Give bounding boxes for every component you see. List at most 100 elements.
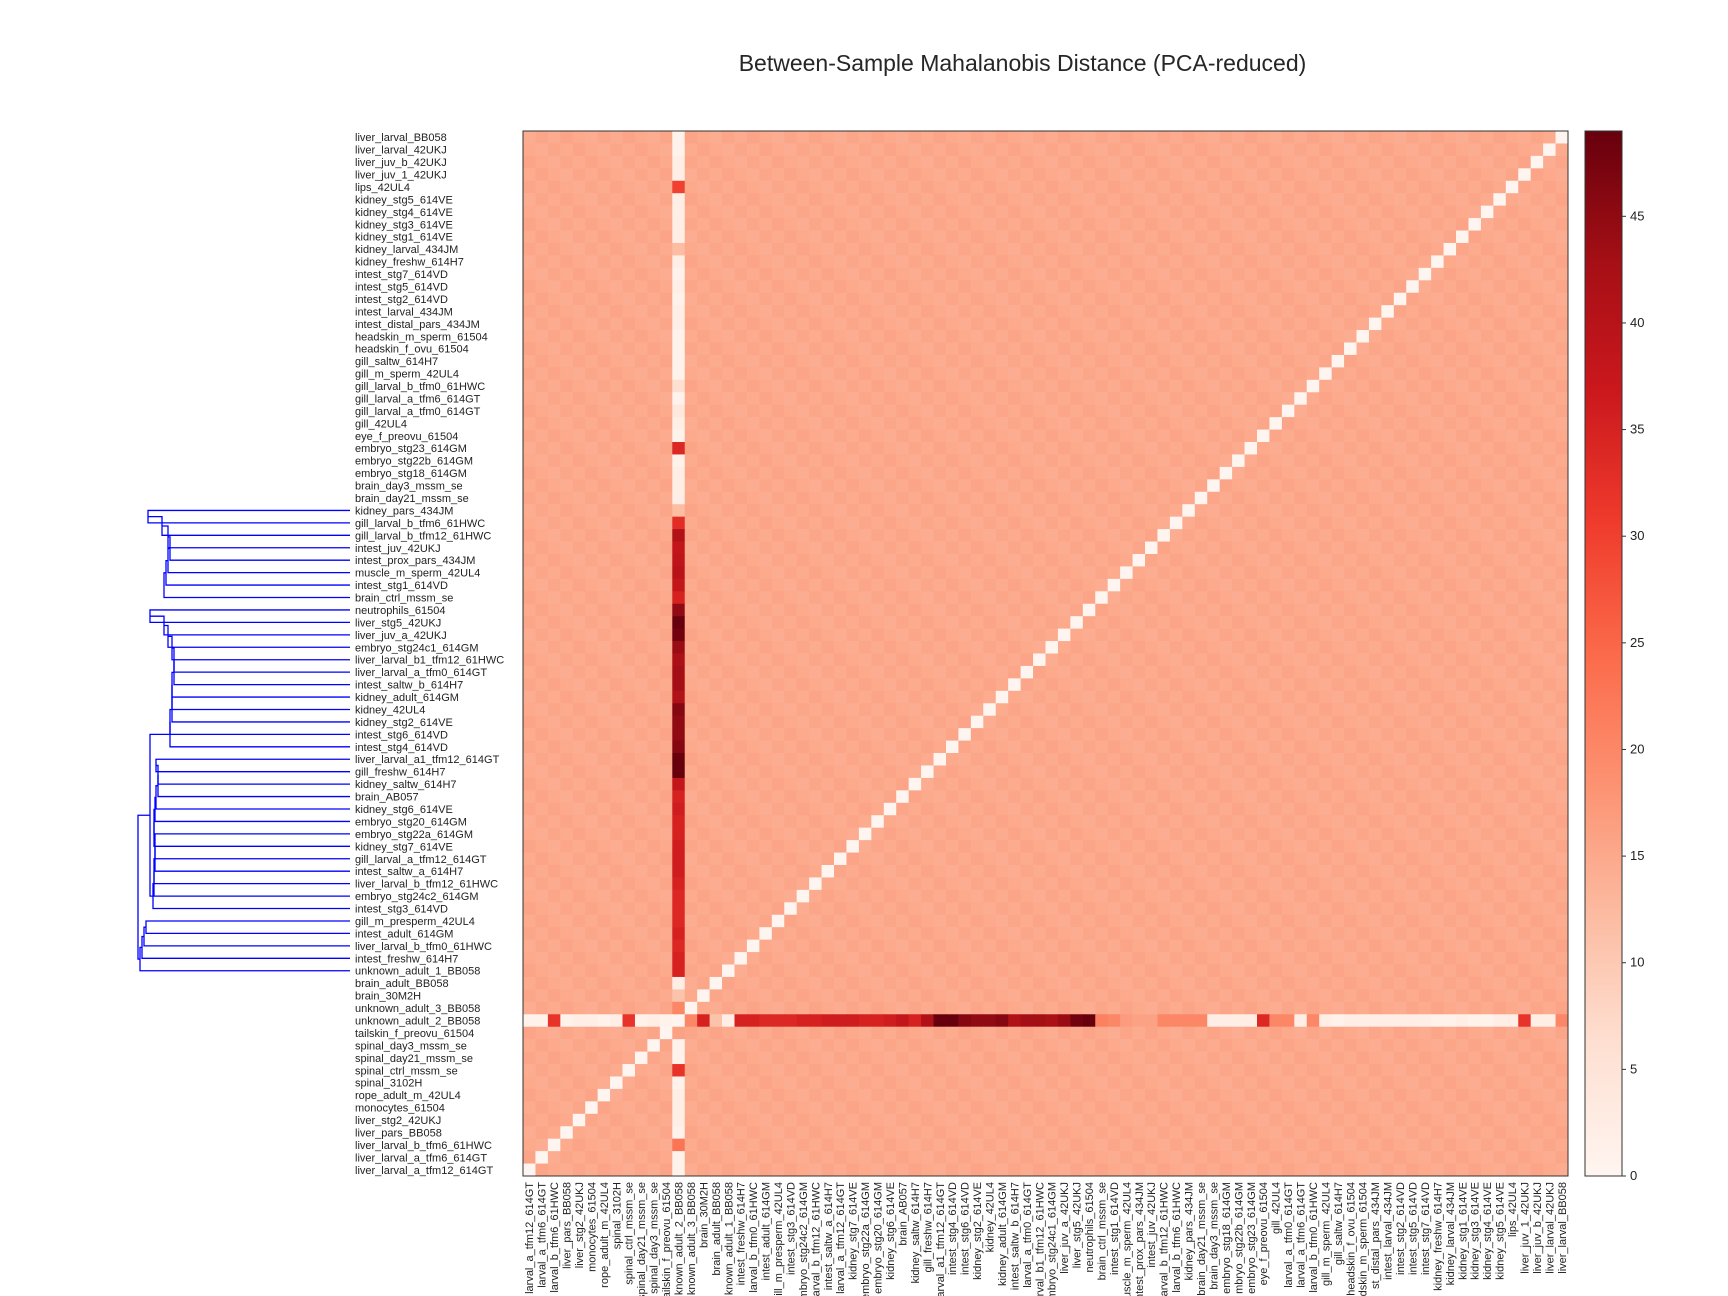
heatmap-cell	[821, 653, 835, 667]
heatmap-cell	[1319, 230, 1333, 244]
heatmap-cell	[834, 417, 847, 431]
heatmap-cell	[846, 765, 860, 779]
heatmap-cell	[1132, 442, 1146, 455]
heatmap-cell	[1194, 852, 1208, 866]
heatmap-cell	[1431, 292, 1445, 306]
heatmap-cell	[1393, 541, 1407, 555]
heatmap-cell	[547, 491, 561, 505]
heatmap-cell	[871, 417, 885, 431]
heatmap-cell	[1344, 242, 1358, 256]
heatmap-cell	[659, 466, 673, 480]
heatmap-cell	[1443, 815, 1457, 829]
heatmap-cell	[883, 616, 897, 630]
heatmap-cell	[1145, 616, 1158, 630]
heatmap-cell	[585, 442, 599, 455]
heatmap-cell	[1070, 417, 1084, 431]
heatmap-cell	[1120, 317, 1134, 331]
heatmap-cell	[834, 230, 847, 244]
heatmap-cell	[821, 815, 835, 829]
heatmap-cell	[1406, 454, 1420, 468]
heatmap-cell	[1219, 193, 1233, 207]
heatmap-cell	[1033, 504, 1046, 518]
heatmap-cell	[1456, 777, 1469, 791]
heatmap-cell	[1082, 578, 1096, 592]
heatmap-cell	[1157, 330, 1171, 343]
heatmap-cell	[809, 715, 823, 729]
heatmap-cell	[535, 205, 549, 219]
heatmap-cell	[1120, 292, 1134, 306]
heatmap-cell	[1281, 715, 1295, 729]
heatmap-cell	[1418, 342, 1432, 356]
heatmap-cell	[771, 442, 785, 455]
heatmap-cell	[958, 653, 972, 667]
heatmap-cell	[846, 317, 860, 331]
heatmap-cell	[1505, 491, 1519, 505]
heatmap-cell	[883, 379, 897, 393]
heatmap-cell	[958, 267, 972, 281]
heatmap-cell	[933, 242, 947, 256]
heatmap-cell	[846, 466, 860, 480]
heatmap-cell	[1555, 578, 1569, 592]
heatmap-cell	[883, 491, 897, 505]
heatmap-cell	[659, 392, 673, 406]
heatmap-cell	[1368, 479, 1382, 493]
heatmap-cell	[1294, 454, 1308, 468]
heatmap-cell	[896, 267, 910, 281]
heatmap-cell	[1182, 442, 1196, 455]
heatmap-cell	[871, 840, 885, 854]
heatmap-cell	[1356, 267, 1370, 281]
heatmap-cell	[1431, 392, 1445, 406]
heatmap-cell	[1219, 180, 1233, 194]
heatmap-cell	[523, 628, 536, 642]
heatmap-cell	[697, 827, 711, 841]
heatmap-cell	[1033, 267, 1046, 281]
heatmap-cell	[995, 815, 1009, 829]
heatmap-cell	[1107, 578, 1121, 592]
heatmap-cell	[597, 155, 611, 169]
heatmap-cell	[1294, 479, 1308, 493]
heatmap-cell	[858, 479, 872, 493]
heatmap-cell	[1431, 728, 1445, 742]
heatmap-cell	[684, 765, 698, 779]
heatmap-cell	[846, 740, 860, 754]
heatmap-cell	[622, 678, 636, 692]
heatmap-cell	[983, 392, 997, 406]
heatmap-cell	[771, 653, 785, 667]
heatmap-cell	[1207, 777, 1221, 791]
heatmap-cell	[709, 690, 723, 704]
heatmap-cell	[1368, 641, 1382, 654]
heatmap-cell	[995, 205, 1009, 219]
heatmap-cell	[1057, 143, 1071, 157]
heatmap-cell	[1543, 616, 1557, 630]
heatmap-cell	[1145, 354, 1158, 368]
heatmap-cell	[572, 616, 586, 630]
heatmap-cell	[796, 815, 810, 829]
heatmap-cell	[1555, 131, 1569, 144]
heatmap-cell	[1555, 516, 1569, 530]
heatmap-cell	[1107, 852, 1121, 866]
heatmap-cell	[1070, 392, 1084, 406]
heatmap-cell	[1294, 354, 1308, 368]
heatmap-cell	[622, 715, 636, 729]
heatmap-cell	[1169, 230, 1183, 244]
heatmap-cell	[672, 442, 686, 455]
heatmap-cell	[1281, 267, 1295, 281]
heatmap-cell	[1480, 852, 1494, 866]
heatmap-cell	[1169, 379, 1183, 393]
heatmap-cell	[672, 815, 686, 829]
heatmap-cell	[1120, 591, 1134, 605]
heatmap-cell	[684, 404, 698, 418]
heatmap-cell	[585, 342, 599, 356]
heatmap-cell	[1020, 230, 1034, 244]
heatmap-cell	[734, 603, 748, 617]
heatmap-cell	[722, 429, 735, 443]
heatmap-cell	[995, 317, 1009, 331]
heatmap-cell	[908, 765, 922, 779]
heatmap-cell	[1480, 641, 1494, 654]
heatmap-cell	[1518, 491, 1532, 505]
heatmap-cell	[1207, 553, 1221, 567]
heatmap-cell	[995, 578, 1009, 592]
heatmap-cell	[1443, 255, 1457, 269]
heatmap-cell	[1306, 616, 1320, 630]
heatmap-cell	[547, 864, 561, 878]
